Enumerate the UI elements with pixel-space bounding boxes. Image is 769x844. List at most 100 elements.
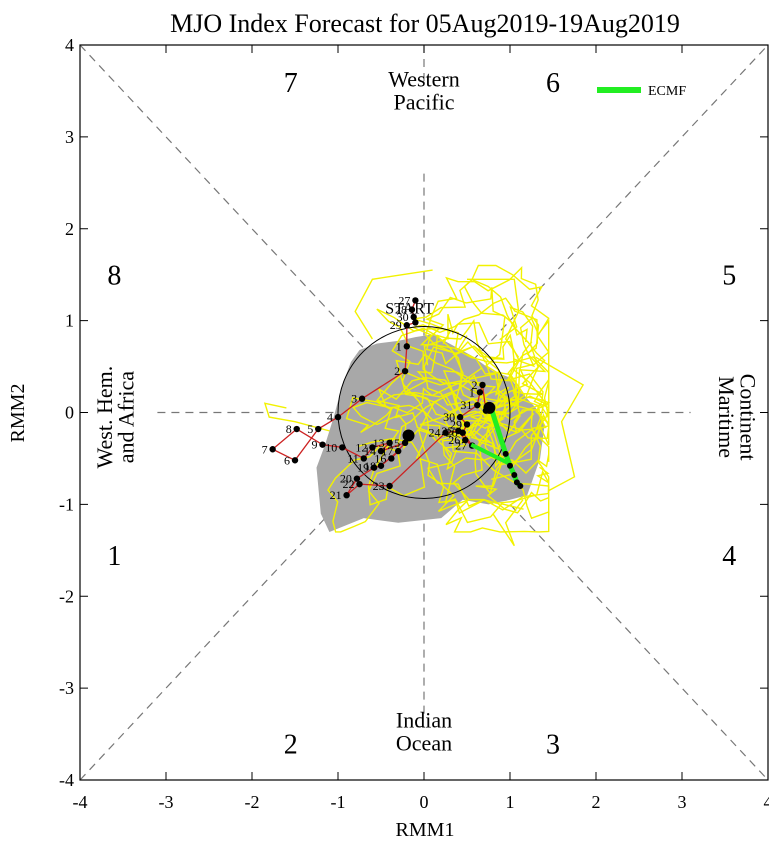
phase-label: 5 — [722, 261, 736, 292]
observed-point — [315, 425, 322, 433]
observed-point — [412, 297, 419, 304]
observed-point — [334, 413, 342, 421]
legend-label-ecmf: ECMF — [648, 84, 686, 99]
observed-point-label: 20 — [340, 472, 352, 486]
observed-point-label: 26 — [448, 433, 460, 447]
observed-point — [370, 464, 378, 471]
x-tick-label: -4 — [73, 792, 88, 812]
y-tick-label: 1 — [65, 311, 74, 331]
observed-point — [462, 436, 469, 444]
ensemble-mean-point — [502, 450, 509, 457]
y-axis-label: RMM2 — [7, 384, 29, 443]
observed-point — [386, 482, 393, 490]
unit-circle-ring — [337, 326, 511, 499]
observed-point — [291, 457, 299, 464]
region-label-left: and Africa — [113, 371, 138, 463]
observed-point-label: 15 — [388, 436, 400, 450]
phase-label: 1 — [107, 541, 121, 572]
region-label-left: West. Hem. — [92, 366, 117, 469]
region-label-bottom: Ocean — [396, 731, 452, 756]
observed-point-label: 27 — [455, 439, 467, 453]
ensemble-member-line — [354, 269, 433, 340]
observed-point-label: 31 — [460, 398, 472, 412]
observed-point-label: 23 — [373, 479, 385, 493]
unit-circle — [337, 326, 511, 499]
observed-point — [401, 439, 409, 447]
observed-point — [403, 343, 410, 350]
ensemble-member-line — [263, 402, 330, 432]
observed-point — [479, 381, 486, 389]
ensemble-member-line — [425, 287, 513, 413]
observed-point-label: 24 — [429, 426, 441, 440]
ensemble-member-line — [327, 395, 494, 533]
observed-point-label: 1 — [469, 385, 475, 399]
ensemble-member-line — [419, 370, 550, 471]
ensemble-member-line — [463, 278, 546, 434]
observed-point — [377, 447, 385, 455]
x-axis-label: RMM1 — [396, 819, 455, 841]
region-label-bottom: Indian — [396, 708, 452, 733]
observed-point-label: 25 — [441, 424, 453, 438]
ensemble-mean-point — [517, 483, 524, 489]
region-label-top: Western — [388, 66, 460, 91]
observed-point-label: 22 — [343, 477, 355, 491]
region-label-right: Continent — [735, 374, 760, 461]
ensemble-mean-track — [402, 401, 524, 489]
observed-point — [442, 429, 449, 436]
observed-point — [456, 413, 464, 421]
y-tick-label: -4 — [59, 770, 74, 790]
observed-point-label: 11 — [347, 451, 359, 465]
observed-point — [408, 306, 416, 313]
ensemble-member-line — [423, 319, 550, 470]
observed-point — [319, 441, 326, 448]
observed-point-label: 2 — [471, 378, 477, 392]
x-tick-label: 2 — [592, 792, 601, 812]
observed-point-label: 21 — [330, 488, 342, 502]
observed-point — [395, 447, 402, 455]
ensemble-member-line — [535, 356, 585, 492]
observed-point — [463, 421, 471, 428]
observed-point-label: 30 — [443, 410, 455, 424]
observed-point — [353, 475, 361, 482]
observed-point-label: 8 — [286, 422, 292, 436]
y-tick-label: 2 — [65, 219, 74, 239]
observed-point-label: 10 — [325, 440, 337, 454]
ensemble-member-line — [445, 409, 550, 533]
observed-point-label: 4 — [327, 410, 333, 424]
observed-point-label: 30 — [397, 310, 409, 324]
ensemble-member-line — [410, 297, 547, 417]
ensemble-mean-point — [511, 471, 518, 478]
x-tick-label: -1 — [331, 792, 346, 812]
phase-label: 6 — [546, 68, 560, 99]
observed-point-label: 13 — [373, 436, 385, 450]
chart-title: MJO Index Forecast for 05Aug2019-19Aug20… — [170, 9, 680, 38]
observed-point — [360, 455, 367, 462]
observed-point-label: 28 — [395, 303, 407, 317]
observed-point — [343, 491, 350, 499]
observed-point-label: 27 — [398, 293, 410, 307]
observed-point — [356, 480, 363, 488]
observed-point — [386, 439, 393, 447]
region-label-right: Maritime — [714, 376, 739, 458]
x-tick-label: 1 — [506, 792, 515, 812]
observed-point-label: 14 — [364, 444, 376, 458]
observed-point-label: 3 — [351, 392, 357, 406]
phase-label: 8 — [107, 261, 121, 292]
phase-label: 3 — [546, 729, 560, 760]
y-tick-label: 3 — [65, 127, 74, 147]
ensemble-member-line — [424, 266, 540, 415]
observed-point — [401, 367, 409, 375]
y-tick-label: -3 — [59, 678, 74, 698]
observed-point — [412, 319, 419, 326]
ensemble-member-line — [413, 264, 550, 431]
current-point — [402, 429, 415, 442]
ensemble-member-line — [358, 401, 483, 506]
observed-point — [403, 322, 410, 329]
ensemble-mean-line — [470, 442, 510, 465]
ensemble-member-line — [492, 499, 524, 547]
x-axis-ticks: -4 -3 -2 -1 0 1 2 3 4 — [73, 45, 769, 812]
observed-point-label: 1 — [396, 339, 402, 353]
